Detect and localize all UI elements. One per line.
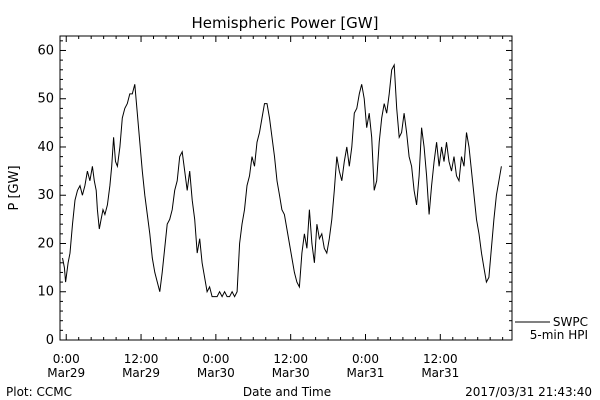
y-axis-label: P [GW] <box>7 165 22 210</box>
legend-label-5-min-hpi: 5-min HPI <box>530 328 588 342</box>
plot-credit: Plot: CCMC <box>6 385 72 399</box>
y-tick-label: 50 <box>37 92 54 107</box>
x-tick-label-time: 12:00 <box>423 352 458 366</box>
plot-frame <box>59 35 513 341</box>
y-tick-label: 20 <box>37 236 54 251</box>
plot-timestamp: 2017/03/31 21:43:40 <box>465 385 592 399</box>
chart-title: Hemispheric Power [GW] <box>192 14 379 32</box>
x-tick-label-date: Mar30 <box>197 366 235 380</box>
legend-label-swpc: SWPC <box>553 315 588 329</box>
x-tick-label-date: Mar31 <box>347 366 385 380</box>
x-tick-label-time: 12:00 <box>124 352 159 366</box>
series-line-5-min-hpi <box>62 63 502 298</box>
legend: SWPC 5-min HPI <box>515 315 588 342</box>
y-tick-label: 60 <box>37 43 54 58</box>
x-axis-label: Date and Time <box>243 385 331 399</box>
y-tick-label: 10 <box>37 285 54 300</box>
x-tick-label-date: Mar29 <box>47 366 85 380</box>
x-tick-label-time: 0:00 <box>53 352 80 366</box>
y-tick-label: 30 <box>37 188 54 203</box>
x-tick-label-time: 0:00 <box>202 352 229 366</box>
x-axis: 0:00Mar2912:00Mar290:00Mar3012:00Mar300:… <box>47 36 504 380</box>
y-tick-label: 0 <box>46 333 54 348</box>
x-tick-label-time: 0:00 <box>352 352 379 366</box>
y-axis: 0 10 20 30 40 50 60 <box>37 40 512 348</box>
x-tick-label-date: Mar31 <box>421 366 459 380</box>
x-tick-label-time: 12:00 <box>273 352 308 366</box>
y-tick-label: 40 <box>37 140 54 155</box>
x-tick-label-date: Mar29 <box>122 366 160 380</box>
x-tick-label-date: Mar30 <box>272 366 310 380</box>
